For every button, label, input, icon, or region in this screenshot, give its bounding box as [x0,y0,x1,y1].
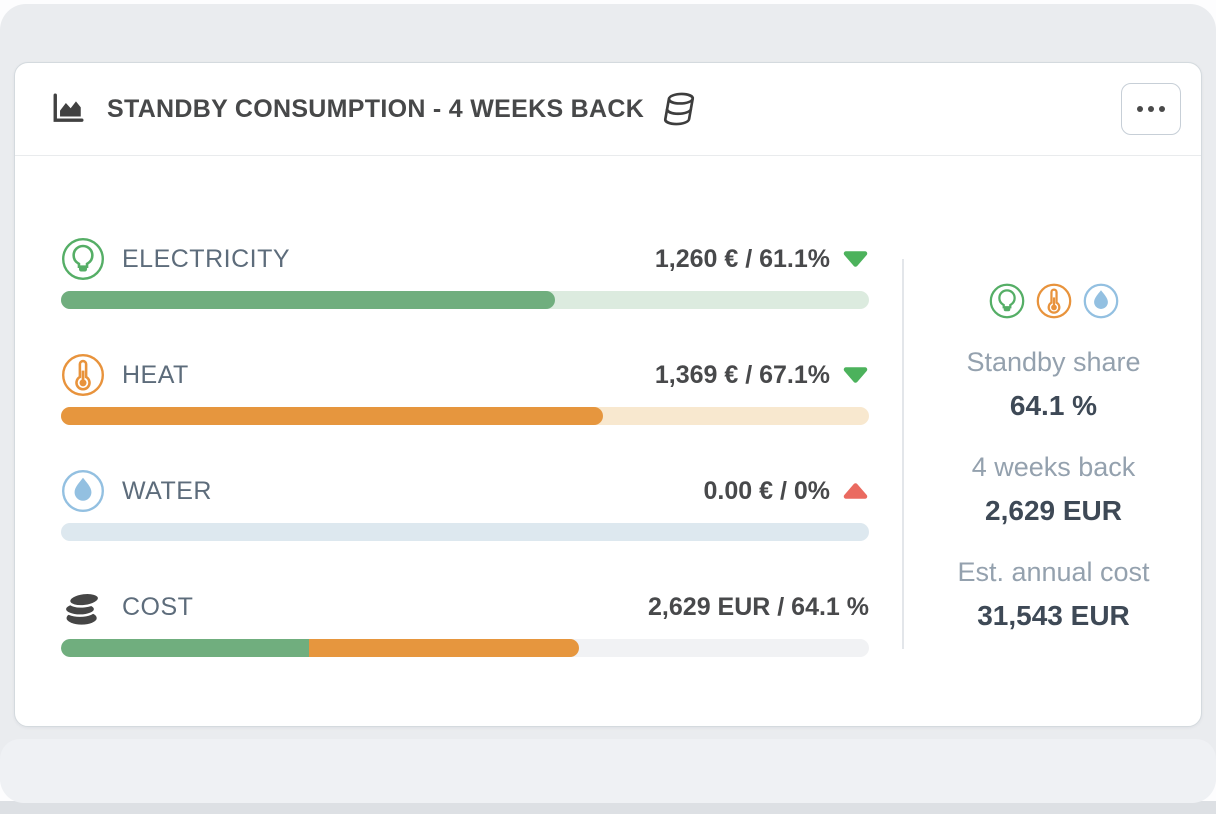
four-weeks-back-label: 4 weeks back [971,452,1136,482]
database-icon [657,90,702,128]
heat-label: HEAT [122,360,189,389]
est-annual-cost-value: 31,543 EUR [977,600,1130,631]
water-row: WATER 0.00 € / 0% [61,469,869,541]
lightbulb-icon [61,237,105,281]
droplet-icon [1083,283,1119,319]
summary-icons [989,283,1119,319]
cost-progress-bar [61,639,869,657]
widget-header: STANDBY CONSUMPTION - 4 WEEKS BACK [15,63,1201,156]
standby-share-value: 64.1 % [1009,390,1098,421]
cost-row: COST 2,629 EUR / 64.1 % [61,585,869,657]
trend-up-icon [842,482,869,500]
thermometer-icon [61,353,105,397]
trend-down-icon [842,366,869,384]
coins-icon [61,585,105,629]
electricity-label: ELECTRICITY [122,244,291,273]
lightbulb-icon [989,283,1025,319]
cost-value: 2,629 EUR / 64.1 % [648,592,869,621]
heat-row: HEAT 1,369 € / 67.1% [61,353,869,425]
standby-share-stat: Standby share 64.1 % [966,345,1140,424]
heat-value: 1,369 € / 67.1% [654,360,830,389]
droplet-icon [61,469,105,513]
widget-menu-button[interactable] [1121,83,1181,135]
water-value: 0.00 € / 0% [703,476,830,505]
electricity-progress-bar [61,291,869,309]
water-label: WATER [122,476,212,505]
standby-share-label: Standby share [966,347,1141,377]
summary-sidebar: Standby share 64.1 % 4 weeks back 2,629 … [904,237,1203,634]
heat-progress-bar [61,407,869,425]
ellipsis-icon [1137,106,1143,112]
vertical-divider [902,259,904,649]
water-progress-bar [61,523,869,541]
standby-consumption-widget: STANDBY CONSUMPTION - 4 WEEKS BACK [14,62,1202,727]
four-weeks-back-stat: 4 weeks back 2,629 EUR [972,450,1136,529]
metrics-column: ELECTRICITY 1,260 € / 61.1% HEA [61,237,869,701]
next-section-edge [0,801,1216,814]
est-annual-cost-stat: Est. annual cost 31,543 EUR [957,555,1149,634]
electricity-row: ELECTRICITY 1,260 € / 61.1% [61,237,869,309]
four-weeks-back-value: 2,629 EUR [985,495,1122,526]
est-annual-cost-label: Est. annual cost [957,557,1150,587]
electricity-value: 1,260 € / 61.1% [654,244,830,273]
cost-label: COST [122,592,194,621]
thermometer-icon [1036,283,1072,319]
area-chart-icon [51,92,85,126]
widget-title: STANDBY CONSUMPTION - 4 WEEKS BACK [107,94,645,123]
trend-down-icon [842,250,869,268]
next-widget-partial [0,739,1216,803]
